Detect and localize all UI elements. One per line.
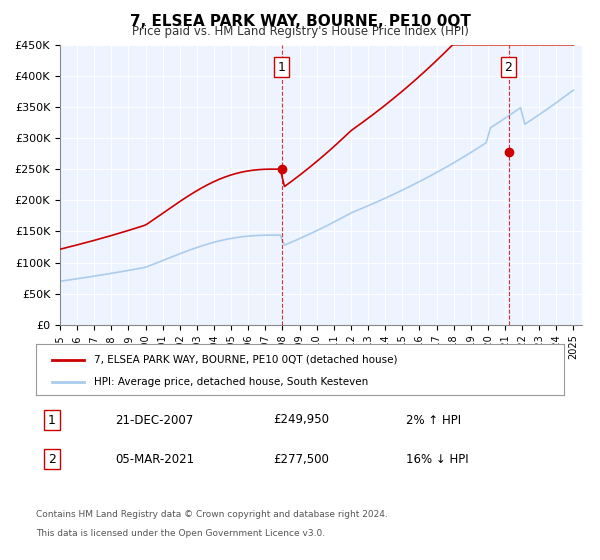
Text: 2: 2 xyxy=(505,60,512,74)
Text: 16% ↓ HPI: 16% ↓ HPI xyxy=(406,452,468,466)
Text: 1: 1 xyxy=(48,413,56,427)
Text: This data is licensed under the Open Government Licence v3.0.: This data is licensed under the Open Gov… xyxy=(36,529,325,538)
Text: Price paid vs. HM Land Registry's House Price Index (HPI): Price paid vs. HM Land Registry's House … xyxy=(131,25,469,38)
Text: Contains HM Land Registry data © Crown copyright and database right 2024.: Contains HM Land Registry data © Crown c… xyxy=(36,510,388,519)
Text: £249,950: £249,950 xyxy=(274,413,329,427)
Text: 7, ELSEA PARK WAY, BOURNE, PE10 0QT: 7, ELSEA PARK WAY, BOURNE, PE10 0QT xyxy=(130,14,470,29)
Text: £277,500: £277,500 xyxy=(274,452,329,466)
Text: 2% ↑ HPI: 2% ↑ HPI xyxy=(406,413,461,427)
Text: 1: 1 xyxy=(278,60,286,74)
Text: 05-MAR-2021: 05-MAR-2021 xyxy=(115,452,194,466)
Text: 21-DEC-2007: 21-DEC-2007 xyxy=(115,413,193,427)
Text: 7, ELSEA PARK WAY, BOURNE, PE10 0QT (detached house): 7, ELSEA PARK WAY, BOURNE, PE10 0QT (det… xyxy=(94,354,398,365)
Text: HPI: Average price, detached house, South Kesteven: HPI: Average price, detached house, Sout… xyxy=(94,377,368,387)
Text: 2: 2 xyxy=(48,452,56,466)
